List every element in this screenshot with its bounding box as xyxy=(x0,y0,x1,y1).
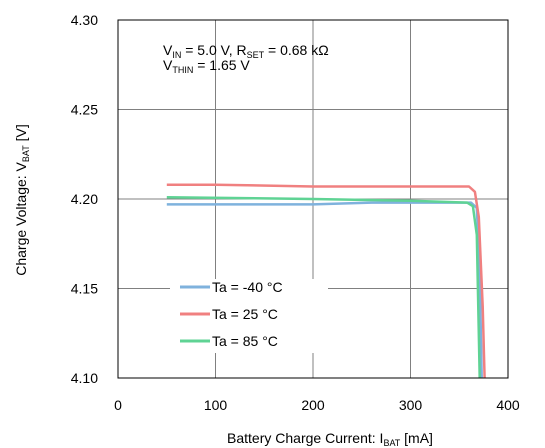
x-tick-labels: 0 100 200 300 400 xyxy=(114,397,520,413)
y-tick-labels: 4.10 4.15 4.20 4.25 4.30 xyxy=(71,12,98,386)
y-tick-label: 4.10 xyxy=(71,370,98,386)
annotation-line-2: VTHIN = 1.65 V xyxy=(163,57,250,75)
x-axis-title: Battery Charge Current: IBAT [mA] xyxy=(227,430,433,448)
series-lines xyxy=(166,183,486,379)
y-tick-label: 4.25 xyxy=(71,102,98,118)
series-line-85 xyxy=(166,195,481,379)
legend-label-minus-40: Ta = -40 °C xyxy=(212,279,283,295)
conditions-annotation: VIN = 5.0 V, RSET = 0.68 kΩ VTHIN = 1.65… xyxy=(163,42,329,75)
series-line-minus-40 xyxy=(166,201,483,379)
x-tick-label: 0 xyxy=(114,397,122,413)
annotation-line-1: VIN = 5.0 V, RSET = 0.68 kΩ xyxy=(163,42,329,60)
legend: Ta = -40 °C Ta = 25 °C Ta = 85 °C xyxy=(170,279,328,353)
x-tick-label: 100 xyxy=(204,397,228,413)
y-tick-label: 4.20 xyxy=(71,191,98,207)
plot-frame xyxy=(117,19,509,379)
x-tick-label: 300 xyxy=(399,397,423,413)
x-tick-label: 200 xyxy=(301,397,325,413)
legend-label-25: Ta = 25 °C xyxy=(212,306,278,322)
x-tick-label: 400 xyxy=(496,397,520,413)
legend-label-85: Ta = 85 °C xyxy=(212,333,278,349)
series-line-25 xyxy=(166,183,486,379)
y-axis-title: Charge Voltage: VBAT [V] xyxy=(13,124,31,276)
y-tick-label: 4.15 xyxy=(71,281,98,297)
y-tick-label: 4.30 xyxy=(71,12,98,28)
